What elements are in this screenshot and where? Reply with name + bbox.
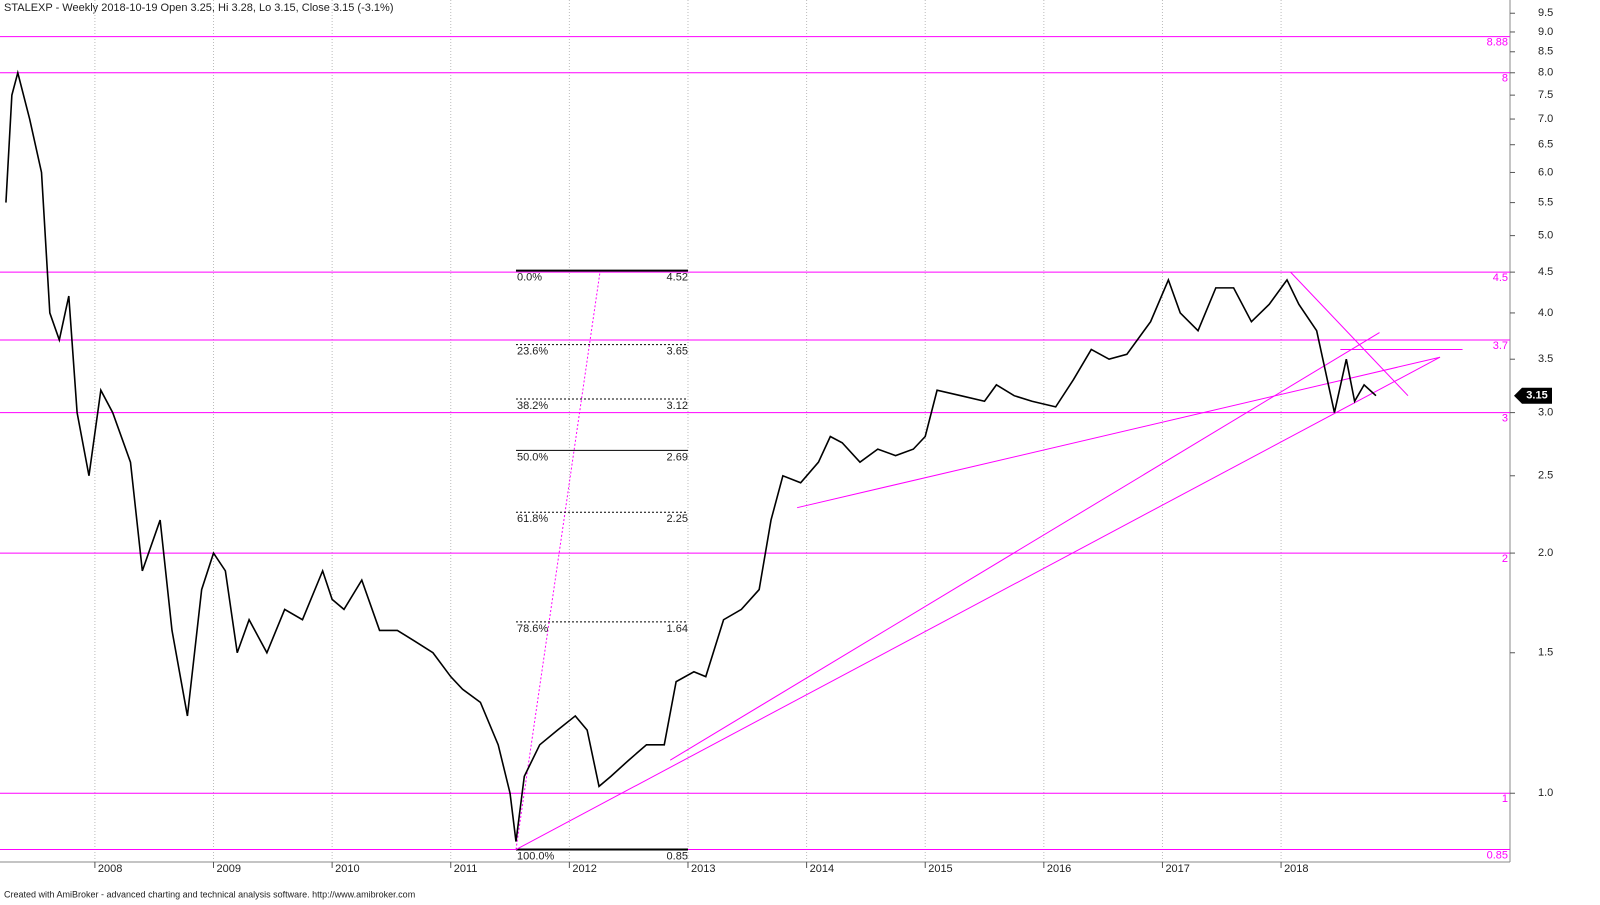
trendline [515,356,1441,850]
price-line [5,69,1377,842]
level-label: 3.7 [1493,340,1508,352]
y-tick-label: 4.5 [1538,266,1553,278]
y-tick-label: 7.0 [1538,113,1553,125]
chart-title: STALEXP - Weekly 2018-10-19 Open 3.25, H… [4,2,394,14]
trendline [669,332,1380,761]
level-label: 0.85 [1487,849,1508,861]
footer: Created with AmiBroker - advanced charti… [4,889,415,899]
x-tick-label: 2016 [1047,863,1071,875]
fib-value: 3.12 [667,400,688,412]
fib-diagonal [515,270,601,850]
last-value-badge [1514,387,1552,404]
trendline [796,356,1441,509]
fib-value: 1.64 [667,623,688,635]
y-tick-label: 7.5 [1538,89,1553,101]
fib-percent: 78.6% [517,623,548,635]
y-tick-label: 1.0 [1538,787,1553,799]
y-tick-label: 8.5 [1538,46,1553,58]
fib-percent: 23.6% [517,346,548,358]
fib-value: 2.25 [667,513,688,525]
x-tick-label: 2017 [1165,863,1189,875]
x-tick-label: 2014 [810,863,834,875]
y-tick-label: 5.5 [1538,197,1553,209]
x-tick-label: 2012 [572,863,596,875]
y-tick-label: 6.5 [1538,139,1553,151]
fib-percent: 0.0% [517,271,542,283]
y-tick-label: 2.0 [1538,547,1553,559]
last-value-label: 3.15 [1526,390,1547,402]
fib-percent: 100.0% [517,850,555,862]
y-tick-label: 9.0 [1538,26,1553,38]
x-tick-label: 2009 [217,863,241,875]
level-label: 2 [1502,553,1508,565]
level-label: 1 [1502,793,1508,805]
y-tick-label: 1.5 [1538,647,1553,659]
fib-percent: 38.2% [517,400,548,412]
y-tick-label: 5.0 [1538,230,1553,242]
x-tick-label: 2015 [928,863,952,875]
fib-value: 4.52 [667,271,688,283]
x-tick-label: 2013 [691,863,715,875]
level-label: 8 [1502,73,1508,85]
x-tick-label: 2011 [454,863,478,875]
y-tick-label: 3.5 [1538,353,1553,365]
x-tick-label: 2008 [98,863,122,875]
y-tick-label: 8.0 [1538,67,1553,79]
fib-value: 2.69 [667,451,688,463]
y-tick-label: 2.5 [1538,470,1553,482]
level-label: 8.88 [1487,37,1508,49]
y-tick-label: 4.0 [1538,307,1553,319]
y-tick-label: 3.0 [1538,407,1553,419]
level-label: 3 [1502,413,1508,425]
x-tick-label: 2018 [1284,863,1308,875]
x-tick-label: 2010 [335,863,359,875]
y-tick-label: 9.5 [1538,7,1553,19]
fib-value: 3.65 [667,346,688,358]
trendline [1290,271,1409,397]
y-tick-label: 6.0 [1538,166,1553,178]
fib-value: 0.85 [667,850,688,862]
fib-percent: 50.0% [517,451,548,463]
level-label: 4.5 [1493,272,1508,284]
fib-percent: 61.8% [517,513,548,525]
